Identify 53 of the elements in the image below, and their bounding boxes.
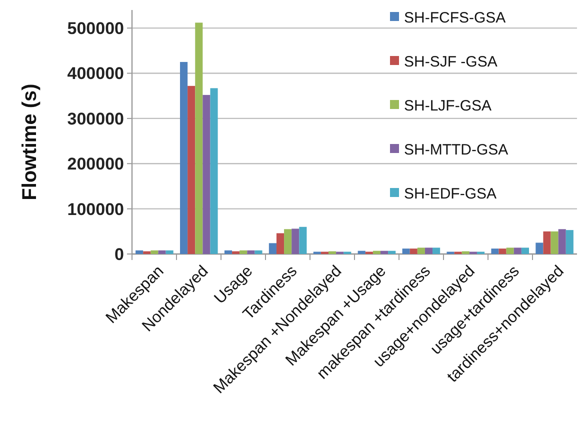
bar bbox=[491, 248, 499, 254]
y-tick-label: 200000 bbox=[67, 154, 124, 174]
bar bbox=[254, 250, 262, 254]
legend-label: SH-MTTD-GSA bbox=[404, 141, 508, 158]
legend-label: SH-EDF-GSA bbox=[404, 185, 497, 202]
bar bbox=[143, 251, 151, 254]
bar bbox=[550, 231, 558, 254]
bar bbox=[232, 251, 240, 254]
bar bbox=[506, 248, 514, 254]
bar bbox=[210, 88, 218, 254]
bar bbox=[558, 229, 566, 254]
bar bbox=[188, 86, 196, 254]
y-axis-title: Flowtime (s) bbox=[19, 84, 41, 200]
bar bbox=[299, 226, 307, 254]
y-tick-label: 300000 bbox=[67, 109, 124, 128]
bar bbox=[150, 250, 158, 254]
bar bbox=[410, 248, 418, 254]
bar bbox=[158, 250, 166, 254]
bar bbox=[536, 242, 544, 254]
bar bbox=[268, 243, 276, 254]
y-tick-label: 100000 bbox=[67, 200, 124, 219]
bar bbox=[202, 94, 210, 254]
bar bbox=[417, 248, 425, 254]
bar bbox=[328, 251, 336, 254]
bar bbox=[195, 22, 203, 254]
bar bbox=[358, 250, 366, 254]
bar bbox=[284, 229, 292, 254]
bar bbox=[292, 228, 300, 254]
bar bbox=[402, 248, 410, 254]
bar bbox=[180, 62, 188, 254]
bar bbox=[224, 250, 232, 254]
bar bbox=[372, 250, 381, 254]
bar bbox=[380, 250, 388, 254]
bar bbox=[521, 248, 529, 254]
bar bbox=[432, 248, 440, 254]
bar bbox=[498, 248, 506, 254]
bar bbox=[543, 231, 551, 254]
bar bbox=[247, 250, 255, 254]
y-tick-label: 400000 bbox=[67, 64, 124, 84]
y-tick-label: 0 bbox=[114, 244, 124, 264]
bar bbox=[462, 251, 470, 254]
bar bbox=[136, 250, 144, 254]
legend-label: SH-LJF-GSA bbox=[404, 97, 492, 114]
bar bbox=[424, 248, 433, 254]
legend-label: SH-SJF -GSA bbox=[404, 53, 498, 70]
y-tick-label: 500000 bbox=[67, 19, 124, 38]
bar bbox=[276, 233, 284, 254]
bar bbox=[514, 248, 522, 254]
bar bbox=[566, 230, 574, 254]
bar bbox=[240, 250, 248, 254]
bar bbox=[166, 250, 174, 254]
bar bbox=[388, 250, 396, 254]
legend-label: SH-FCFS-GSA bbox=[404, 9, 506, 26]
